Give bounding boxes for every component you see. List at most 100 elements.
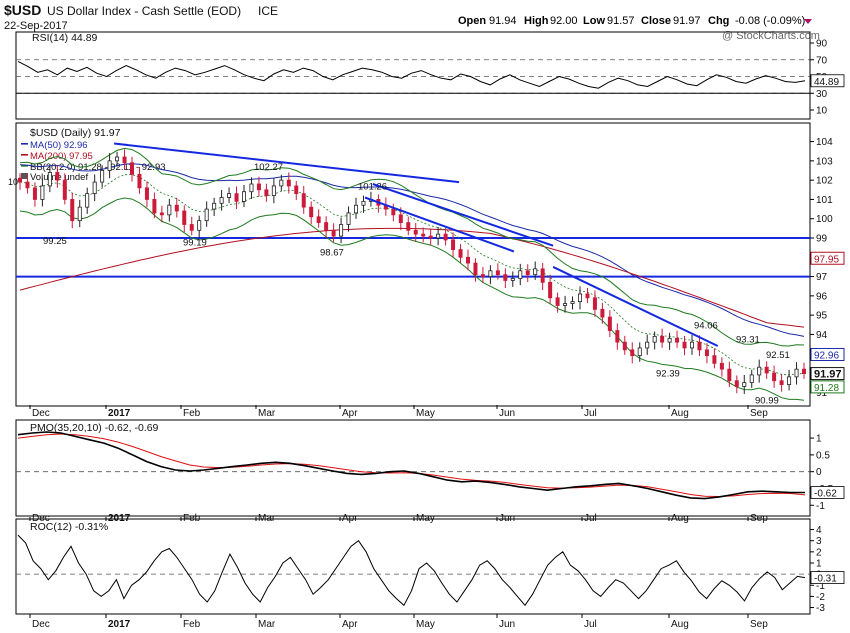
candle-body xyxy=(600,308,605,318)
pmo-tick-label: -1 xyxy=(816,501,825,512)
candle-body xyxy=(324,222,329,231)
price-tick-label: 94 xyxy=(816,330,828,341)
candle-body xyxy=(548,281,553,299)
rsi-panel xyxy=(15,31,811,120)
x-axis-label: Dec xyxy=(32,408,50,419)
roc-tick-label: 4 xyxy=(816,525,822,536)
x-axis-label: Dec xyxy=(32,513,50,524)
candle-body xyxy=(391,208,396,216)
x-axis-label: Jul xyxy=(584,408,597,419)
candle-body xyxy=(451,239,456,250)
candle-body xyxy=(197,220,202,231)
trend-line-0 xyxy=(113,142,460,184)
candle-body xyxy=(421,233,426,237)
bollinger-lower-line xyxy=(19,197,805,401)
pmo-last-badge xyxy=(810,486,845,499)
chg-down-triangle-icon xyxy=(804,19,812,24)
candle-body xyxy=(62,179,67,200)
candle-body xyxy=(570,301,575,304)
low-label: Low xyxy=(583,15,605,27)
candle-body xyxy=(742,382,747,387)
rsi-line xyxy=(17,60,806,89)
candle-body xyxy=(764,366,769,374)
candle-body xyxy=(525,270,530,276)
rsi-title: RSI(14) 44.89 xyxy=(32,32,98,44)
candle-body xyxy=(518,270,523,279)
candle-body xyxy=(578,293,583,303)
x-axis-label: Aug xyxy=(671,619,689,630)
candle-body xyxy=(652,335,657,343)
price-callout-label: 99.25 xyxy=(43,236,67,247)
roc-tick-label: -2 xyxy=(816,592,825,603)
x-axis-label: Jul xyxy=(584,619,597,630)
candle-body xyxy=(787,376,792,385)
price-tick-label: 102 xyxy=(816,176,833,187)
legend-ma200: MA(200) 97.95 xyxy=(30,151,93,162)
ma200-line xyxy=(19,227,805,328)
candle-body xyxy=(540,268,545,283)
price-callout-label: 90.99 xyxy=(755,395,779,406)
candle-body xyxy=(92,181,97,195)
candle-body xyxy=(712,355,717,364)
roc-last-value: -0.31 xyxy=(814,574,837,585)
rsi-tick-label: 30 xyxy=(816,89,828,100)
roc-tick-label: 2 xyxy=(816,547,822,558)
price-tick-label: 100 xyxy=(816,214,833,225)
candle-body xyxy=(144,187,149,200)
pmo-tick-label: 0 xyxy=(816,467,822,478)
x-axis-label: Jun xyxy=(499,408,515,419)
legend-ma200-swatch xyxy=(21,154,28,156)
candle-body xyxy=(249,183,254,193)
roc-tick-label: -3 xyxy=(816,603,825,614)
price-badge-box xyxy=(810,367,845,381)
candle-body xyxy=(40,185,45,200)
candle-body xyxy=(159,212,164,216)
trend-line-2 xyxy=(364,196,515,253)
candle-body xyxy=(406,222,411,231)
x-axis-label: 2017 xyxy=(108,513,131,524)
candle-body xyxy=(690,341,695,349)
pmo-line xyxy=(17,431,805,500)
candle-body xyxy=(279,179,284,187)
price-tick-label: 96 xyxy=(816,291,828,302)
candle-body xyxy=(436,233,441,239)
chg-label: Chg xyxy=(708,15,729,27)
candle-body xyxy=(256,183,261,191)
candle-body xyxy=(129,162,134,175)
x-axis-label: May xyxy=(416,513,435,524)
pmo-last-value: -0.62 xyxy=(814,489,837,500)
rsi-tick-label: 90 xyxy=(816,39,828,50)
roc-last-badge xyxy=(810,571,845,584)
candle-body xyxy=(271,185,276,196)
price-callout-label: 92.51 xyxy=(766,350,790,361)
candle-body xyxy=(630,349,635,357)
price-badge-2: 91.97 xyxy=(814,369,842,381)
candle-body xyxy=(32,187,37,200)
chart-symbol: $USD xyxy=(4,2,41,18)
open-value: 91.94 xyxy=(489,15,517,27)
candle-body xyxy=(749,374,754,384)
candle-body xyxy=(637,347,642,357)
ma50-line xyxy=(19,163,805,337)
roc-tick-label: 3 xyxy=(816,536,822,547)
candle-body xyxy=(189,224,194,231)
x-axis-label: Mar xyxy=(258,408,276,419)
chart-exchange: ICE xyxy=(258,4,278,18)
x-axis-label: Sep xyxy=(750,619,768,630)
price-badge-1: 92.96 xyxy=(814,350,839,361)
candle-body xyxy=(503,274,508,281)
candle-body xyxy=(70,199,75,222)
candle-body xyxy=(353,204,358,214)
price-badge-box xyxy=(810,251,845,265)
candle-body xyxy=(212,202,217,210)
roc-title: ROC(12) -0.31% xyxy=(30,521,108,533)
x-axis-label: Dec xyxy=(32,619,50,630)
candle-body xyxy=(533,268,538,276)
candle-body xyxy=(757,366,762,376)
candle-body xyxy=(660,335,665,343)
price-title: $USD (Daily) 91.97 xyxy=(30,127,121,139)
legend-bb-swatch xyxy=(21,165,28,167)
price-callout-label: 94.06 xyxy=(694,320,718,331)
candle-body xyxy=(719,362,724,370)
candle-body xyxy=(122,156,127,164)
